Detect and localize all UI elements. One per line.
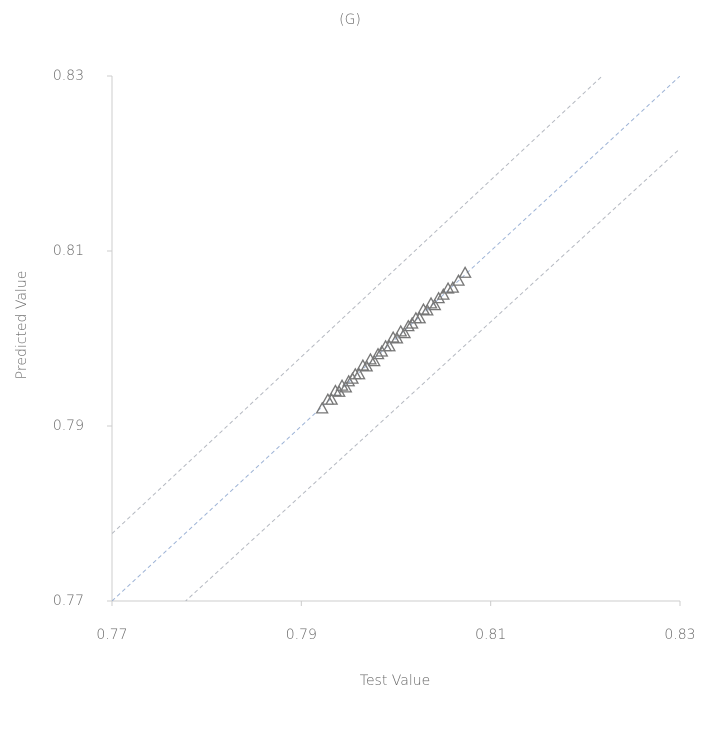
y-tick-label: 0.81 bbox=[53, 243, 84, 259]
y-tick-label: 0.77 bbox=[53, 593, 84, 609]
x-tick-label: 0.79 bbox=[286, 627, 317, 643]
y-tick-label: 0.79 bbox=[53, 418, 84, 434]
x-tick-label: 0.81 bbox=[475, 627, 506, 643]
chart: (G) Test Value Predicted Value 0.77 0.79 0… bbox=[0, 0, 701, 733]
reference-line bbox=[112, 149, 680, 669]
x-tick-label: 0.77 bbox=[96, 627, 127, 643]
data-point bbox=[460, 267, 471, 277]
y-tick-label: 0.83 bbox=[53, 68, 84, 84]
x-axis-label: Test Value bbox=[360, 673, 430, 689]
y-axis-label: Predicted Value bbox=[14, 271, 30, 380]
chart-title: (G) bbox=[339, 12, 361, 28]
reference-line bbox=[112, 3, 680, 533]
x-tick-label: 0.83 bbox=[664, 627, 695, 643]
